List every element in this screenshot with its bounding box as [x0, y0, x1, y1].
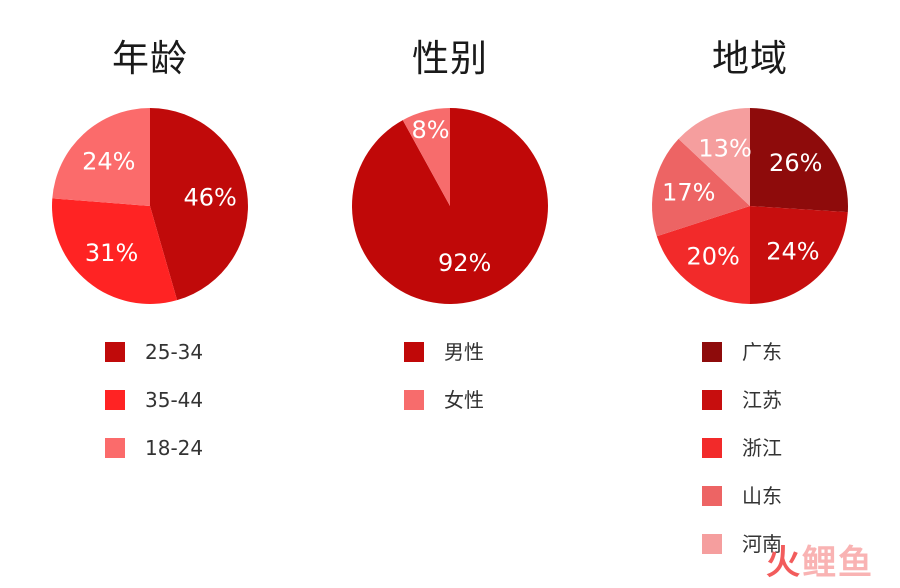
legend-gender: 男性 女性	[404, 328, 484, 424]
legend-swatch	[105, 390, 125, 410]
legend-region: 广东江苏浙江山东河南	[702, 328, 782, 568]
legend-label: 女性	[444, 388, 484, 412]
chart-title-gender: 性别	[412, 37, 488, 80]
pie-slice	[351, 108, 548, 304]
pie-chart-gender: 92% 8%	[351, 108, 548, 304]
legend-swatch	[702, 486, 722, 506]
legend-swatch	[404, 342, 424, 362]
chart-title-region: 地域	[712, 37, 788, 80]
legend-swatch	[105, 438, 125, 458]
legend-label: 18-24	[145, 436, 204, 460]
legend-label: 男性	[444, 340, 484, 364]
legend-swatch	[702, 438, 722, 458]
watermark-text-a: 火	[766, 543, 802, 583]
pie-slice	[52, 108, 150, 206]
legend-label: 江苏	[742, 388, 782, 412]
legend-label: 25-34	[145, 340, 204, 364]
pie-slice-label: 26%	[769, 149, 822, 177]
legend-item: 山东	[702, 472, 782, 520]
legend-label: 山东	[742, 484, 782, 508]
legend-age: 25-34 35-44 18-24	[105, 328, 203, 472]
legend-label: 广东	[742, 340, 782, 364]
legend-label: 浙江	[742, 436, 782, 460]
watermark-logo: 火鲤鱼	[766, 535, 874, 584]
pie-slice	[656, 206, 750, 304]
pie-slice-label: 8%	[411, 116, 449, 144]
pie-slice-label: 13%	[698, 134, 751, 162]
pie-slice-label: 46%	[183, 184, 236, 212]
pie-slice-label: 31%	[85, 239, 138, 267]
chart-title-age: 年龄	[112, 37, 188, 80]
pie-chart-region: 26% 24% 20% 17% 13%	[652, 108, 849, 304]
legend-label: 河南	[742, 532, 782, 556]
legend-item: 35-44	[105, 376, 203, 424]
pie-panel-region: 地域 26% 24% 20% 17% 13% 广东江苏浙江山东河南	[600, 0, 900, 588]
legend-item: 江苏	[702, 376, 782, 424]
pie-slice-label: 24%	[82, 147, 135, 175]
pie-slice-label: 20%	[686, 243, 739, 271]
legend-item: 广东	[702, 328, 782, 376]
legend-item: 18-24	[105, 424, 203, 472]
pie-slice	[750, 206, 848, 304]
pie-slice	[678, 108, 750, 206]
legend-swatch	[702, 390, 722, 410]
pie-slice-label: 92%	[438, 249, 491, 277]
pie-slice	[150, 108, 248, 301]
pie-slice-label: 17%	[662, 178, 715, 206]
legend-item: 女性	[404, 376, 484, 424]
pie-panel-gender: 性别 92% 8% 男性女性	[300, 0, 600, 588]
legend-label: 35-44	[145, 388, 204, 412]
pie-slice	[652, 138, 750, 237]
legend-swatch	[702, 534, 722, 554]
pie-chart-age: 46% 31% 24%	[52, 108, 248, 304]
pie-slice	[402, 108, 450, 206]
watermark-text-b: 鲤鱼	[802, 543, 874, 583]
legend-item: 河南	[702, 520, 782, 568]
legend-swatch	[702, 342, 722, 362]
legend-item: 男性	[404, 328, 484, 376]
legend-item: 25-34	[105, 328, 203, 376]
pie-slice	[750, 108, 849, 213]
legend-item: 浙江	[702, 424, 782, 472]
legend-swatch	[105, 342, 125, 362]
pie-slice	[52, 198, 178, 304]
pie-slice-label: 24%	[766, 238, 819, 266]
pie-panel-age: 年龄 46% 31% 24% 25-34 35-44 18-24	[0, 0, 300, 588]
legend-swatch	[404, 390, 424, 410]
